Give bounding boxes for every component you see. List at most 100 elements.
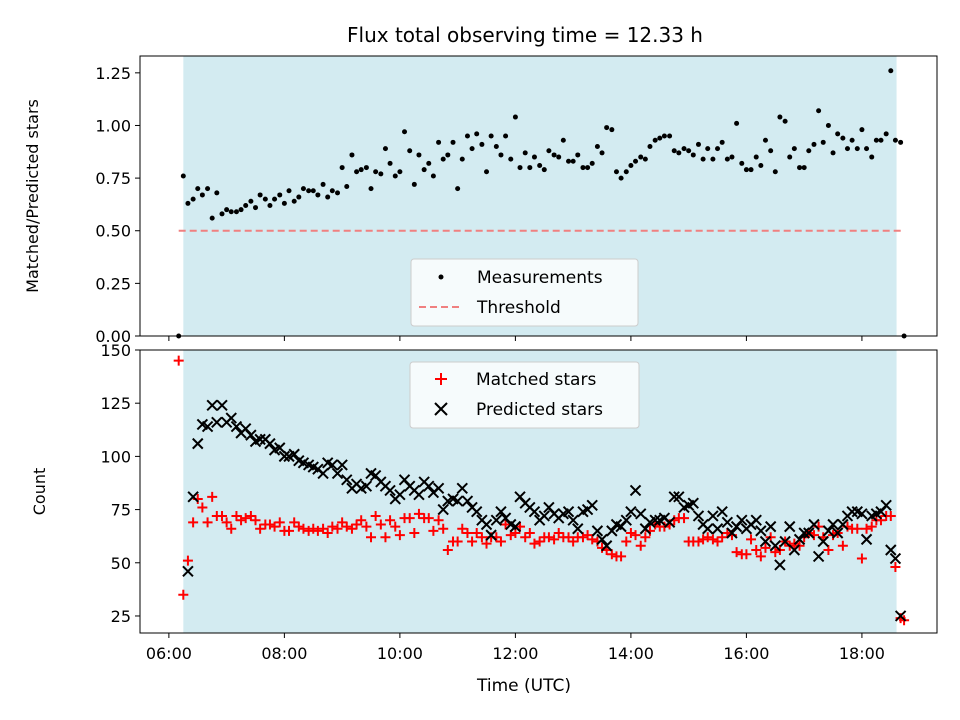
matched-star-point — [240, 513, 251, 524]
ratio-y-tick-label: 1.00 — [95, 116, 131, 135]
measurements-legend-marker — [438, 274, 444, 280]
matched-star-point — [428, 525, 439, 536]
count-y-tick-label: 150 — [100, 341, 131, 360]
matched-star-point — [577, 532, 588, 543]
predicted-star-point — [288, 448, 300, 460]
matched-star-point — [890, 562, 901, 573]
matched-star-point — [549, 534, 560, 545]
matched-star-point — [746, 534, 757, 545]
count-panel: 25 50 75 100 125 150 06:00 08:00 10:00 12:00 14:0… — [30, 341, 938, 696]
measurement-point — [873, 137, 879, 143]
predicted-star-point — [264, 437, 276, 450]
measurement-point — [613, 169, 619, 175]
measurement-point — [436, 139, 442, 145]
matched-star-point — [423, 513, 434, 524]
measurement-point — [459, 156, 465, 162]
predicted-star-point — [485, 529, 497, 541]
measurement-point — [426, 160, 432, 166]
predicted-star-point — [629, 484, 642, 497]
measurement-point — [455, 186, 461, 192]
predicted-star-point — [649, 514, 661, 526]
measurement-point — [300, 186, 306, 192]
measurement-point — [344, 184, 350, 190]
measurement-point — [512, 114, 518, 120]
measurement-point — [329, 188, 335, 194]
matched-star-point — [394, 530, 405, 541]
count-y-tick-label: 100 — [100, 447, 131, 466]
predicted-star-point — [798, 527, 810, 539]
predicted-star-point — [423, 480, 435, 492]
measurement-point — [729, 154, 735, 160]
matched-star-point — [741, 549, 752, 560]
predicted-star-point — [759, 535, 772, 548]
measurement-point — [628, 162, 634, 168]
measurement-point — [397, 169, 403, 175]
x-axis-label: Time (UTC) — [476, 676, 571, 696]
measurement-point — [811, 141, 817, 147]
measurement-point — [219, 211, 225, 217]
matched-star-point — [770, 547, 781, 558]
measurement-point — [859, 127, 865, 133]
measurement-point — [277, 192, 283, 198]
count-y-tick-label: 75 — [111, 501, 131, 520]
matched-star-point — [852, 523, 863, 534]
measurement-point — [430, 173, 436, 179]
measurement-point — [661, 133, 667, 139]
matched-star-point — [543, 532, 554, 543]
matched-star-point — [861, 523, 872, 534]
predicted-star-point — [336, 459, 348, 471]
matched-star-point — [476, 532, 487, 543]
matched-star-point — [616, 551, 627, 562]
predicted-star-point — [317, 467, 329, 480]
matched-star-point — [529, 538, 540, 549]
measurement-point — [339, 165, 345, 171]
measurement-point — [363, 165, 369, 171]
measurement-point — [281, 200, 287, 206]
measurement-point — [416, 152, 422, 158]
predicted-star-point — [721, 516, 734, 529]
predicted-star-point — [702, 523, 714, 535]
predicted-star-point — [769, 540, 781, 552]
measurement-point — [748, 167, 754, 173]
predicted-star-point — [788, 544, 801, 556]
predicted-star-point — [456, 482, 468, 495]
predicted-star-point — [278, 450, 291, 463]
measurement-point — [787, 154, 793, 160]
measurement-point — [652, 137, 658, 143]
predicted-stars-series — [182, 399, 907, 622]
matched-star-point — [188, 517, 199, 528]
measurement-point — [676, 150, 682, 156]
measurement-point — [681, 146, 687, 152]
matched-star-point — [341, 521, 352, 532]
matched-star-point — [361, 521, 372, 532]
ratio-y-axis: 0.00 0.25 0.50 0.75 1.00 1.25 — [95, 64, 140, 346]
predicted-star-point — [793, 533, 806, 546]
measurement-point — [864, 146, 870, 152]
matched-star-point — [269, 521, 280, 532]
measurement-point — [205, 186, 211, 192]
matched-star-point — [702, 532, 713, 543]
measurement-point — [392, 173, 398, 179]
matched-star-point — [182, 555, 193, 566]
predicted-star-point — [750, 514, 762, 526]
measurement-point — [233, 209, 239, 215]
measurement-point — [758, 162, 764, 168]
matched-stars-legend-marker — [435, 373, 447, 385]
matched-star-point — [327, 521, 338, 532]
matched-star-point — [217, 510, 228, 521]
measurement-point — [527, 165, 533, 171]
predicted-star-point — [245, 429, 257, 441]
threshold-legend-label: Threshold — [476, 298, 561, 318]
measurement-point — [816, 108, 822, 114]
predicted-star-point — [784, 520, 796, 533]
predicted-star-point — [201, 420, 214, 433]
measurement-point — [199, 192, 205, 198]
measurement-point — [488, 133, 494, 139]
predicted-star-point — [437, 503, 449, 516]
matched-star-point — [312, 525, 323, 536]
predicted-star-point — [880, 499, 892, 512]
measurement-point — [469, 146, 475, 152]
matched-stars-legend-label: Matched stars — [476, 370, 596, 390]
matched-star-point — [226, 523, 237, 534]
